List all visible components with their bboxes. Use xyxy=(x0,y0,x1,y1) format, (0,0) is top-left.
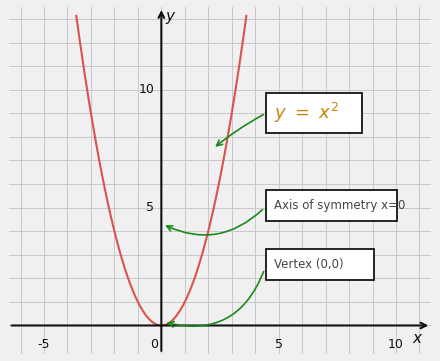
Text: $\it{y}\ =\ \it{x}^2$: $\it{y}\ =\ \it{x}^2$ xyxy=(274,101,339,125)
Text: 10: 10 xyxy=(139,83,154,96)
Text: 10: 10 xyxy=(388,339,404,352)
FancyBboxPatch shape xyxy=(266,190,397,221)
Text: x: x xyxy=(413,331,422,346)
Text: Vertex (0,0): Vertex (0,0) xyxy=(274,258,344,271)
Text: 5: 5 xyxy=(275,339,282,352)
Text: -5: -5 xyxy=(38,339,50,352)
FancyBboxPatch shape xyxy=(266,249,374,279)
Text: 0: 0 xyxy=(150,339,158,352)
Text: y: y xyxy=(165,9,174,24)
Text: 5: 5 xyxy=(146,201,154,214)
FancyBboxPatch shape xyxy=(266,93,362,133)
Text: Axis of symmetry x=0: Axis of symmetry x=0 xyxy=(274,199,405,212)
